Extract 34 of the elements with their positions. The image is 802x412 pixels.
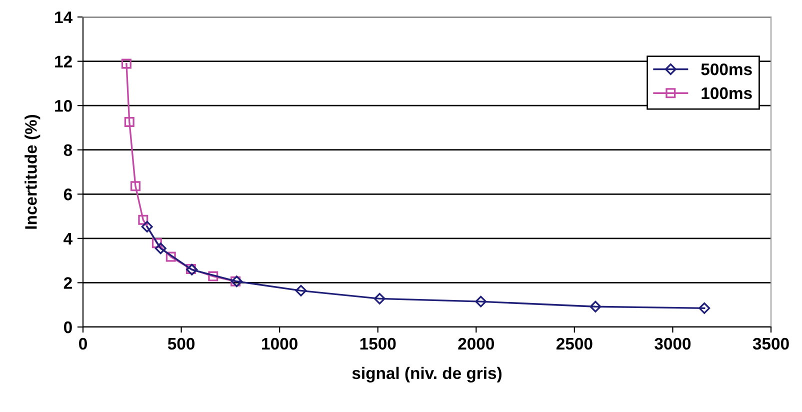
point <box>154 242 166 254</box>
point <box>208 271 218 282</box>
point <box>590 300 602 312</box>
x-tick-label: 2000 <box>458 338 494 350</box>
point <box>121 58 132 69</box>
y-tick-label: 4 <box>64 233 72 244</box>
x-tick-label: 3500 <box>752 338 789 350</box>
point <box>124 116 134 127</box>
legend-label: 100ms <box>702 87 752 100</box>
point <box>152 238 162 248</box>
x-tick-label: 3000 <box>654 338 691 350</box>
y-tick-label: 12 <box>55 56 72 68</box>
y-tick-label: 10 <box>55 100 72 112</box>
x-tick-label: 0 <box>79 338 87 350</box>
point <box>130 181 140 192</box>
legend-label: 500ms <box>701 63 752 76</box>
point <box>138 214 148 225</box>
x-tick-label: 2500 <box>556 338 592 350</box>
y-tick-label: 2 <box>64 277 72 289</box>
y-axis-title: Incertitude (%) <box>24 114 40 229</box>
x-tick-label: 500 <box>168 338 195 350</box>
y-tick-label: 6 <box>64 188 72 200</box>
point <box>475 296 487 308</box>
y-tick-label: 14 <box>55 12 72 24</box>
x-tick-label: 1000 <box>262 338 298 350</box>
x-axis-title: signal (niv. de gris) <box>352 366 502 382</box>
point <box>295 284 307 296</box>
x-tick-label: 1500 <box>360 338 396 350</box>
point <box>374 292 386 304</box>
y-tick-label: 0 <box>64 321 72 334</box>
point <box>698 302 710 314</box>
point <box>166 252 176 262</box>
y-tick-label: 8 <box>64 144 72 156</box>
point <box>141 220 153 232</box>
